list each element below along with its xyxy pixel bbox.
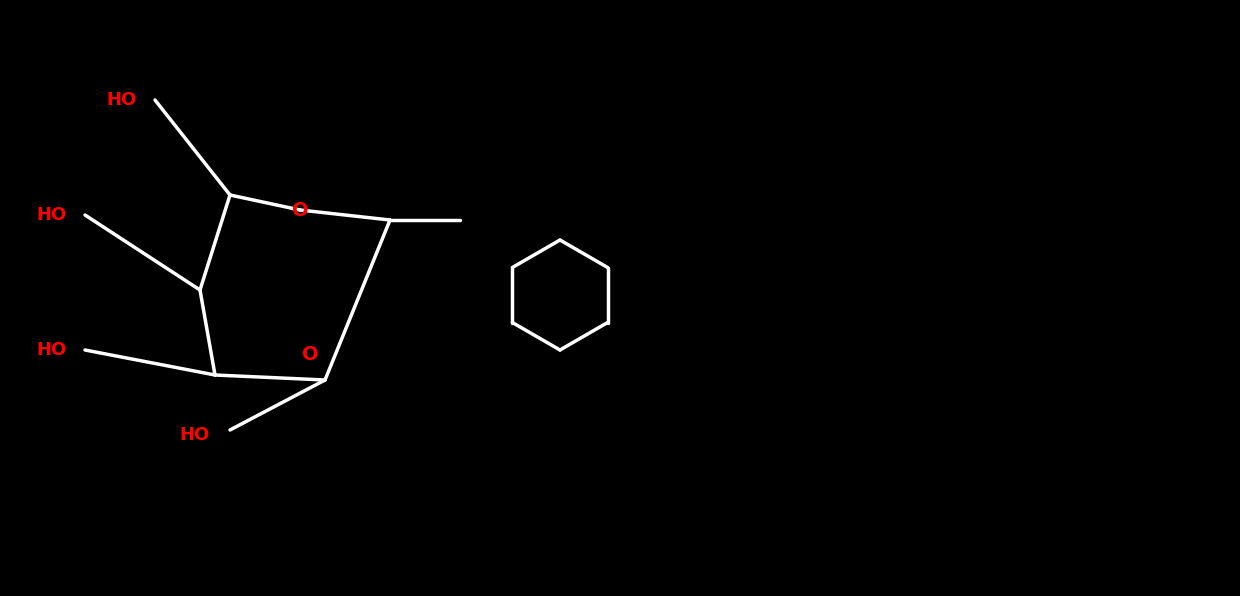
Text: HO: HO [180,426,210,444]
Text: HO: HO [37,341,67,359]
Text: HO: HO [107,91,136,109]
Text: HO: HO [37,206,67,224]
Text: O: O [301,346,319,365]
Text: O: O [291,200,309,219]
